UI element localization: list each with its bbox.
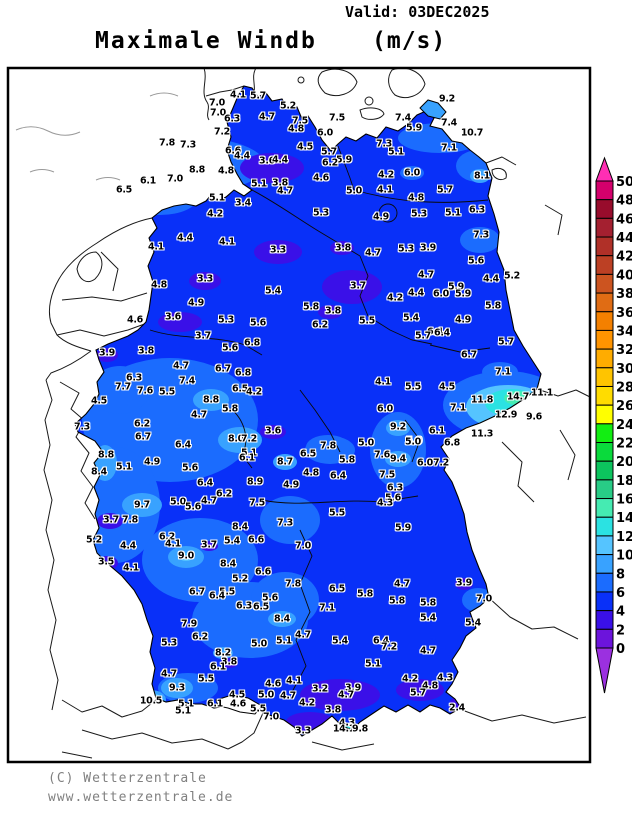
legend-label: 8: [616, 567, 625, 582]
legend-label: 30: [616, 362, 632, 377]
legend-label: 10: [616, 549, 632, 564]
legend-label: 50: [616, 175, 632, 190]
legend-arrow: [595, 156, 614, 182]
legend-segment: [595, 180, 614, 201]
legend-label: 12: [616, 530, 632, 545]
legend-label: 6: [616, 586, 625, 601]
legend-label: 40: [616, 268, 632, 283]
legend-label: 22: [616, 437, 632, 452]
state-borders: [149, 145, 491, 693]
legend-segment: [595, 329, 614, 350]
sea-contour-lines: [15, 92, 179, 181]
legend-label: 16: [616, 493, 632, 508]
legend-label: 32: [616, 343, 632, 358]
legend-segment: [595, 311, 614, 331]
legend-label: 48: [616, 194, 632, 209]
lake-constance: [215, 694, 263, 715]
page-title: Maximale Windb: [95, 28, 317, 54]
foreign-borders: [43, 67, 591, 759]
legend-segment: [595, 498, 614, 518]
legend-arrow: [595, 647, 614, 694]
ruegen-island: [419, 99, 447, 120]
legend-segment: [595, 367, 614, 387]
legend-label: 34: [616, 324, 632, 339]
legend-segment: [595, 423, 614, 444]
legend-segment: [595, 385, 614, 406]
legend-label: 46: [616, 212, 632, 227]
legend-segment: [595, 442, 614, 462]
legend-label: 4: [616, 605, 625, 620]
legend-segment: [595, 610, 614, 630]
legend-label: 28: [616, 380, 632, 395]
legend-segment: [595, 460, 614, 481]
legend-segment: [595, 535, 614, 556]
unit-label: (m/s): [372, 28, 447, 54]
color-scale-legend: 5048464442403836343230282624222018161412…: [595, 156, 632, 694]
legend-segment: [595, 255, 614, 275]
legend-label: 42: [616, 250, 632, 265]
legend-segment: [595, 273, 614, 294]
legend-label: 36: [616, 306, 632, 321]
legend-label: 44: [616, 231, 632, 246]
valid-date-label: Valid: 03DEC2025: [345, 3, 490, 21]
legend-label: 38: [616, 287, 632, 302]
legend-label: 14: [616, 511, 632, 526]
map-frame: [6, 66, 592, 764]
legend-label: 24: [616, 418, 632, 433]
legend-segment: [595, 628, 614, 649]
legend-segment: [595, 554, 614, 574]
legend-segment: [595, 199, 614, 219]
legend-segment: [595, 404, 614, 425]
copyright-label: (C) Wetterzentrale: [48, 771, 207, 786]
germany-outline: [74, 85, 542, 737]
legend-label: 20: [616, 455, 632, 470]
legend-segment: [595, 292, 614, 313]
legend-label: 0: [616, 642, 625, 657]
legend-label: 2: [616, 623, 625, 638]
legend-segment: [595, 236, 614, 257]
legend-segment: [595, 479, 614, 500]
legend-label: 26: [616, 399, 632, 414]
legend-segment: [595, 348, 614, 369]
website-label: www.wetterzentrale.de: [48, 790, 234, 805]
legend-segment: [595, 572, 614, 593]
legend-segment: [595, 217, 614, 238]
legend-segment: [595, 591, 614, 612]
legend-segment: [595, 516, 614, 537]
legend-label: 18: [616, 474, 632, 489]
